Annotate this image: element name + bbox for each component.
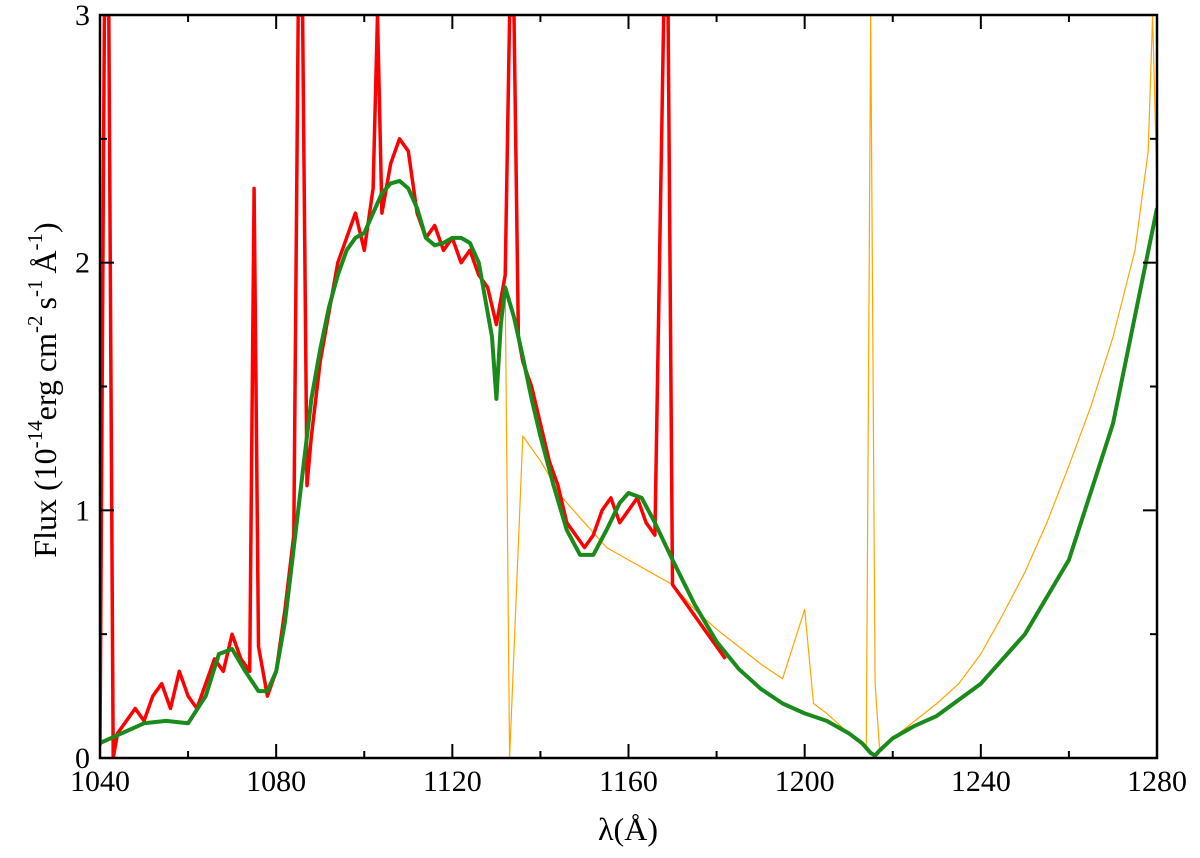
y-axis-title-group: Flux (10-14erg cm-2s-1Å-1) — [23, 222, 63, 557]
tick-layer: 1040 1080 1120 1160 1200 1240 1280 0 1 2 3 — [70, 0, 1187, 798]
x-tick-label: 1040 — [70, 765, 130, 798]
x-tick-label: 1160 — [599, 765, 658, 798]
series-line-2 — [504, 15, 1157, 758]
y-axis-title-exp4: -1 — [23, 233, 47, 251]
y-tick-label: 0 — [75, 742, 90, 775]
y-axis-title-exp2: -2 — [23, 316, 47, 334]
y-axis-title-unit1: erg cm — [27, 333, 63, 420]
x-tick-label: 1200 — [775, 765, 835, 798]
y-axis-title: Flux (10-14erg cm-2s-1Å-1) — [23, 222, 63, 557]
y-tick-label: 2 — [75, 247, 90, 280]
y-axis-title-text: Flux (10 — [27, 448, 63, 557]
y-axis-title-exp1: -14 — [23, 420, 47, 448]
x-tick-label: 1280 — [1127, 765, 1187, 798]
x-tick-label: 1240 — [951, 765, 1011, 798]
x-tick-label: 1080 — [246, 765, 306, 798]
y-axis-title-unit2: s — [27, 297, 63, 309]
x-axis-title: λ(Å) — [598, 811, 658, 847]
y-tick-label: 3 — [75, 0, 90, 32]
y-tick-label: 1 — [75, 494, 90, 527]
x-tick-label: 1120 — [423, 765, 482, 798]
y-axis-title-exp3: -1 — [23, 280, 47, 298]
y-axis-title-unit3: Å — [27, 250, 63, 273]
series-line-1 — [100, 15, 727, 758]
series-line-3 — [100, 178, 1157, 758]
series-layer — [100, 15, 1157, 758]
y-axis-title-close: ) — [27, 222, 63, 233]
